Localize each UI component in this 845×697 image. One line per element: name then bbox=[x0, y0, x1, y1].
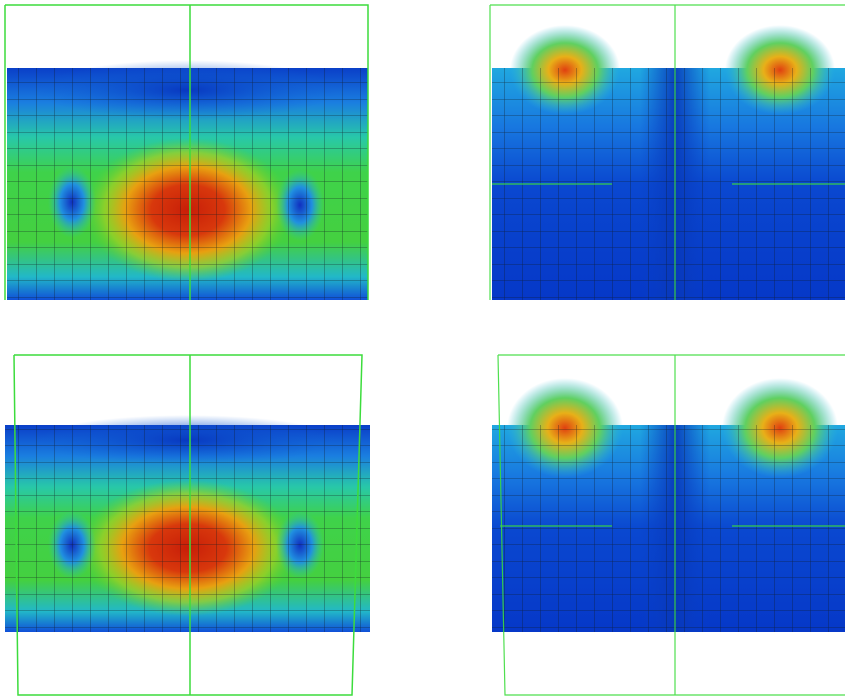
panel bbox=[5, 354, 370, 696]
panel bbox=[4, 4, 369, 300]
panel bbox=[489, 4, 845, 300]
frame bbox=[489, 4, 845, 300]
mesh bbox=[5, 425, 370, 632]
frame bbox=[13, 354, 363, 696]
mesh bbox=[7, 68, 368, 300]
panel bbox=[492, 354, 845, 696]
frame bbox=[4, 4, 369, 300]
mesh bbox=[492, 425, 845, 632]
frame bbox=[497, 354, 845, 696]
